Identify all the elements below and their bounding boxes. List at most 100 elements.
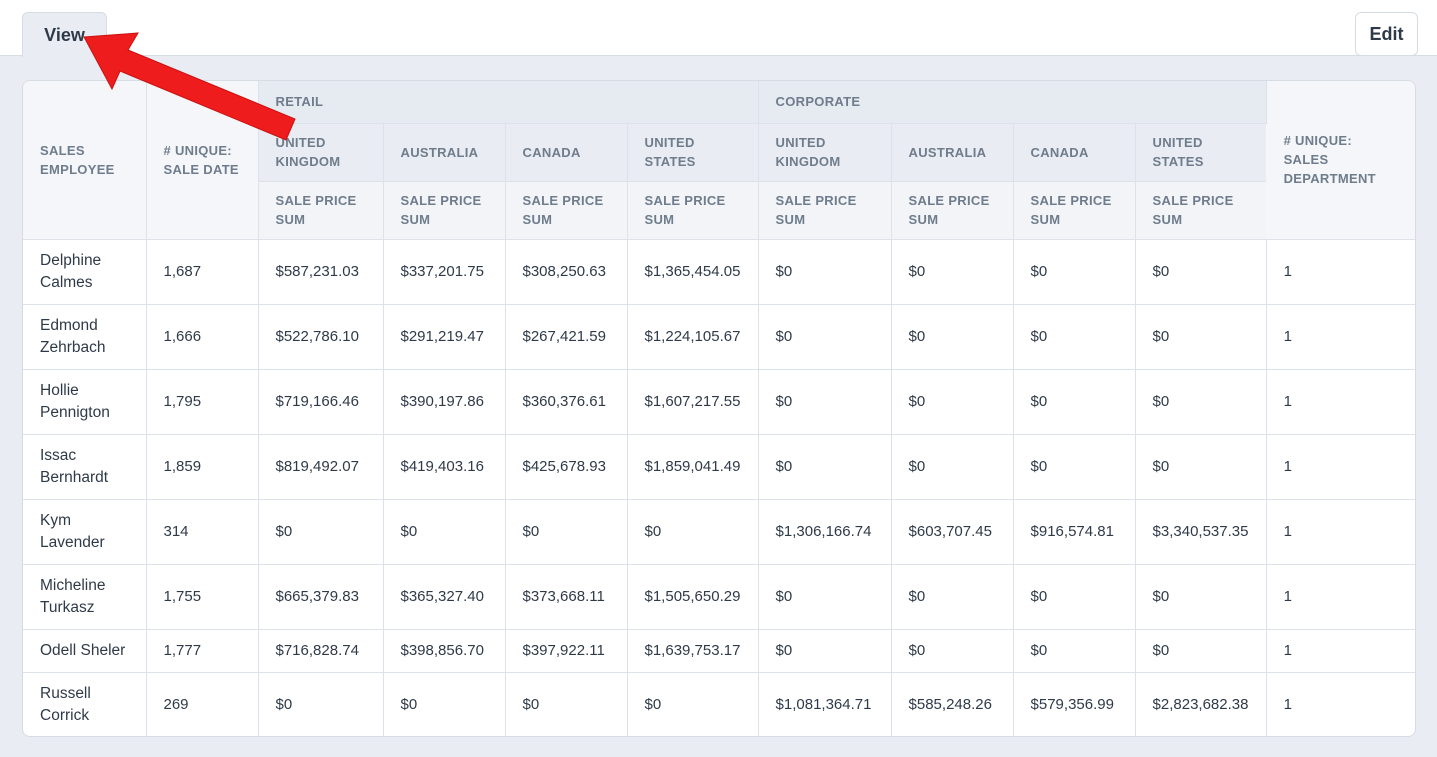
header-metric[interactable]: SALE PRICE SUM bbox=[505, 181, 628, 240]
table-row: Russell Corrick 269 $0 $0 $0 $0 $1,081,364.71 $… bbox=[23, 672, 1415, 736]
cell-sale-price-sum: $1,306,166.74 bbox=[758, 499, 892, 565]
cell-unique-sale-date: 1,687 bbox=[146, 239, 259, 305]
tab-edit[interactable]: Edit bbox=[1355, 12, 1418, 56]
cell-sales-employee: Russell Corrick bbox=[23, 672, 147, 736]
cell-sale-price-sum: $916,574.81 bbox=[1013, 499, 1136, 565]
cell-sales-employee: Micheline Turkasz bbox=[23, 564, 147, 630]
cell-sale-price-sum: $1,607,217.55 bbox=[627, 369, 759, 435]
cell-sale-price-sum: $0 bbox=[1013, 304, 1136, 370]
cell-sale-price-sum: $419,403.16 bbox=[383, 434, 506, 500]
cell-sale-price-sum: $397,922.11 bbox=[505, 629, 628, 673]
cell-sale-price-sum: $1,505,650.29 bbox=[627, 564, 759, 630]
header-metric[interactable]: SALE PRICE SUM bbox=[891, 181, 1014, 240]
cell-unique-sale-date: 1,795 bbox=[146, 369, 259, 435]
header-country: UNITED KINGDOM bbox=[758, 123, 892, 182]
cell-sale-price-sum: $0 bbox=[505, 672, 628, 736]
cell-sale-price-sum: $390,197.86 bbox=[383, 369, 506, 435]
header-country: CANADA bbox=[505, 123, 628, 182]
header-metric[interactable]: SALE PRICE SUM bbox=[627, 181, 759, 240]
cell-unique-sale-date: 1,666 bbox=[146, 304, 259, 370]
header-unique-sale-date[interactable]: # UNIQUE: SALE DATE bbox=[146, 81, 259, 240]
header-metric[interactable]: SALE PRICE SUM bbox=[1013, 181, 1136, 240]
cell-sale-price-sum: $587,231.03 bbox=[258, 239, 384, 305]
header-unique-sales-department[interactable]: # UNIQUE: SALES DEPARTMENT bbox=[1266, 81, 1415, 240]
cell-sale-price-sum: $0 bbox=[891, 434, 1014, 500]
table-row: Hollie Pennigton 1,795 $719,166.46 $390,197… bbox=[23, 369, 1415, 435]
cell-sale-price-sum: $0 bbox=[258, 672, 384, 736]
cell-sale-price-sum: $0 bbox=[1135, 239, 1267, 305]
header-sales-employee[interactable]: SALES EMPLOYEE bbox=[23, 81, 147, 240]
header-country: UNITED STATES bbox=[627, 123, 759, 182]
cell-sale-price-sum: $1,081,364.71 bbox=[758, 672, 892, 736]
cell-sale-price-sum: $0 bbox=[627, 672, 759, 736]
cell-unique-sales-department: 1 bbox=[1283, 695, 1292, 713]
cell-unique-sale-date: 1,755 bbox=[146, 564, 259, 630]
header-metric[interactable]: SALE PRICE SUM bbox=[258, 181, 384, 240]
cell-sale-price-sum: $579,356.99 bbox=[1013, 672, 1136, 736]
cell-sales-employee: Delphine Calmes bbox=[23, 239, 147, 305]
cell-sale-price-sum: $0 bbox=[1135, 434, 1267, 500]
table-row: Micheline Turkasz 1,755 $665,379.83 $365,32… bbox=[23, 564, 1415, 630]
cell-sale-price-sum: $3,340,537.35 bbox=[1135, 499, 1267, 565]
header-metric[interactable]: SALE PRICE SUM bbox=[1135, 181, 1267, 240]
tab-view[interactable]: View bbox=[22, 12, 107, 57]
cell-sale-price-sum: $0 bbox=[891, 629, 1014, 673]
cell-sale-price-sum: $665,379.83 bbox=[258, 564, 384, 630]
cell-sale-price-sum: $0 bbox=[758, 434, 892, 500]
cell-sale-price-sum: $0 bbox=[758, 369, 892, 435]
table-row: Odell Sheler 1,777 $716,828.74 $398,856.70 $… bbox=[23, 629, 1415, 673]
cell-sale-price-sum: $0 bbox=[1135, 629, 1267, 673]
cell-sale-price-sum: $0 bbox=[1135, 564, 1267, 630]
table-row: Kym Lavender 314 $0 $0 $0 $0 $1,306,166.74 $603… bbox=[23, 499, 1415, 565]
cell-sale-price-sum: $373,668.11 bbox=[505, 564, 628, 630]
cell-sale-price-sum: $0 bbox=[758, 304, 892, 370]
cell-sale-price-sum: $585,248.26 bbox=[891, 672, 1014, 736]
header-country: CANADA bbox=[1013, 123, 1136, 182]
cell-sale-price-sum: $308,250.63 bbox=[505, 239, 628, 305]
cell-sale-price-sum: $603,707.45 bbox=[891, 499, 1014, 565]
header-group-retail: RETAIL bbox=[258, 81, 759, 124]
tab-bar: View Edit bbox=[0, 0, 1437, 57]
cell-sale-price-sum: $1,365,454.05 bbox=[627, 239, 759, 305]
cell-sale-price-sum: $0 bbox=[627, 499, 759, 565]
cell-sale-price-sum: $0 bbox=[505, 499, 628, 565]
cell-sales-employee: Kym Lavender bbox=[23, 499, 147, 565]
cell-sale-price-sum: $0 bbox=[758, 629, 892, 673]
cell-unique-sale-date: 1,859 bbox=[146, 434, 259, 500]
cell-sales-employee: Issac Bernhardt bbox=[23, 434, 147, 500]
cell-sale-price-sum: $0 bbox=[383, 672, 506, 736]
cell-sale-price-sum: $0 bbox=[1135, 369, 1267, 435]
header-country: UNITED STATES bbox=[1135, 123, 1267, 182]
cell-sale-price-sum: $0 bbox=[1013, 434, 1136, 500]
cell-sales-employee: Hollie Pennigton bbox=[23, 369, 147, 435]
cell-unique-sales-department: 1 bbox=[1266, 369, 1415, 435]
header-metric[interactable]: SALE PRICE SUM bbox=[383, 181, 506, 240]
cell-unique-sale-date: 1,777 bbox=[146, 629, 259, 673]
header-country: AUSTRALIA bbox=[383, 123, 506, 182]
cell-sale-price-sum: $1,639,753.17 bbox=[627, 629, 759, 673]
cell-unique-sale-date: 269 bbox=[146, 672, 259, 736]
cell-sale-price-sum: $1,859,041.49 bbox=[627, 434, 759, 500]
cell-unique-sales-department: 1 bbox=[1266, 629, 1415, 673]
cell-sale-price-sum: $0 bbox=[891, 564, 1014, 630]
cell-sales-employee: Edmond Zehrbach bbox=[23, 304, 147, 370]
cell-sale-price-sum: $0 bbox=[1013, 629, 1136, 673]
pivot-table-card: SALES EMPLOYEE # UNIQUE: SALE DATE RETAI… bbox=[22, 80, 1416, 737]
header-country: AUSTRALIA bbox=[891, 123, 1014, 182]
cell-sale-price-sum: $0 bbox=[1013, 369, 1136, 435]
cell-unique-sales-department: 1 bbox=[1266, 499, 1415, 565]
cell-unique-sales-department: 1 bbox=[1266, 304, 1415, 370]
cell-sale-price-sum: $267,421.59 bbox=[505, 304, 628, 370]
cell-unique-sales-department: 1 bbox=[1266, 564, 1415, 630]
cell-sale-price-sum: $0 bbox=[758, 564, 892, 630]
header-country: UNITED KINGDOM bbox=[258, 123, 384, 182]
cell-sale-price-sum: $819,492.07 bbox=[258, 434, 384, 500]
cell-sale-price-sum: $398,856.70 bbox=[383, 629, 506, 673]
header-metric[interactable]: SALE PRICE SUM bbox=[758, 181, 892, 240]
table-body: Delphine Calmes 1,687 $587,231.03 $337,201.… bbox=[23, 239, 1415, 736]
table-row: Issac Bernhardt 1,859 $819,492.07 $419,403.… bbox=[23, 434, 1415, 500]
cell-unique-sale-date: 314 bbox=[146, 499, 259, 565]
pivot-table: SALES EMPLOYEE # UNIQUE: SALE DATE RETAI… bbox=[23, 81, 1415, 736]
cell-sale-price-sum: $0 bbox=[891, 304, 1014, 370]
cell-sale-price-sum: $0 bbox=[891, 239, 1014, 305]
